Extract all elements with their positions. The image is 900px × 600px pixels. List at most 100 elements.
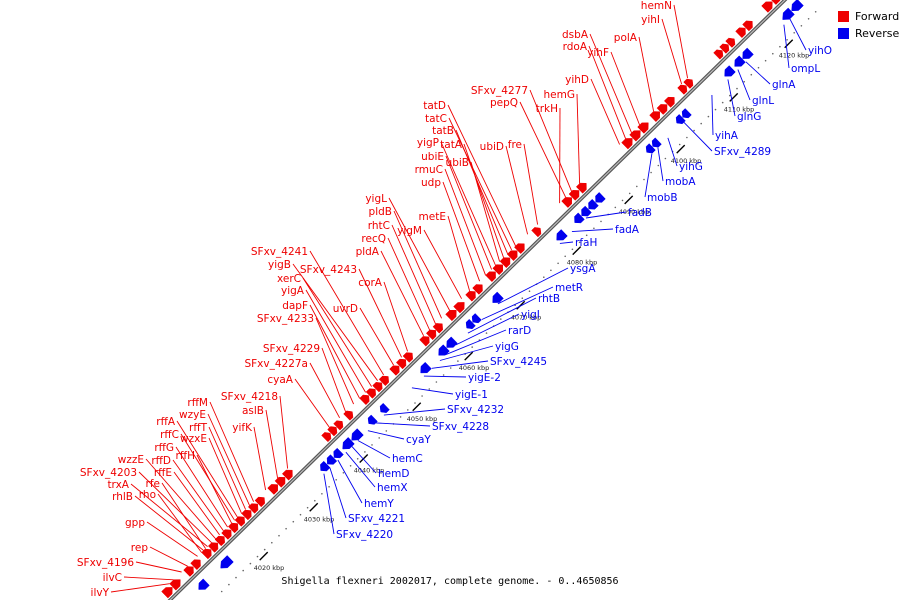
gene-cyay[interactable]: cyaY	[367, 430, 432, 446]
gene-label[interactable]: corA	[358, 277, 383, 289]
reverse-gene-arrow[interactable]	[351, 428, 364, 441]
gene-label[interactable]: glnA	[772, 79, 796, 91]
forward-gene-arrow[interactable]	[281, 469, 293, 481]
forward-gene-arrow[interactable]	[713, 49, 724, 60]
reverse-gene-arrow[interactable]	[420, 361, 432, 374]
gene-hemx[interactable]: hemX	[345, 451, 408, 494]
gene-dapf[interactable]: dapF	[282, 300, 360, 399]
gene-label[interactable]: pldB	[369, 206, 392, 218]
forward-gene-arrow[interactable]	[719, 43, 730, 54]
gene-yigp[interactable]: yigP	[417, 137, 497, 266]
forward-gene-arrow[interactable]	[389, 365, 400, 376]
gene-rhtb[interactable]: rhtB	[467, 293, 560, 334]
gene-yigi[interactable]: yigI	[455, 309, 540, 346]
gene-label[interactable]: glnG	[737, 111, 761, 123]
gene-label[interactable]: yihF	[587, 47, 609, 59]
gene-label[interactable]: tatA	[440, 139, 463, 151]
gene-fada[interactable]: fadA	[571, 224, 640, 236]
gene-sfxv-4220[interactable]: SFxv_4220	[323, 473, 393, 541]
forward-gene-arrow[interactable]	[514, 243, 525, 254]
forward-gene-arrow[interactable]	[742, 20, 753, 32]
gene-label[interactable]: yigI	[521, 309, 540, 321]
gene-label[interactable]: polA	[614, 32, 638, 44]
gene-label[interactable]: rffD	[151, 455, 171, 467]
gene-ysga[interactable]: ysgA	[497, 263, 596, 305]
gene-tatc[interactable]: tatC	[425, 113, 513, 251]
gene-rhtc[interactable]: rhtC	[368, 220, 437, 325]
gene-plda[interactable]: pldA	[356, 246, 425, 337]
gene-sfxv-4245[interactable]: SFxv_4245	[431, 356, 547, 369]
reverse-gene-arrow[interactable]	[724, 65, 736, 77]
gene-sfxv-4221[interactable]: SFxv_4221	[329, 467, 405, 525]
gene-hemy[interactable]: hemY	[337, 459, 394, 510]
gene-sfxv-4218[interactable]: SFxv_4218	[221, 391, 289, 469]
gene-label[interactable]: wzyE	[179, 409, 206, 421]
forward-gene-arrow[interactable]	[656, 104, 668, 115]
gene-label[interactable]: hemD	[378, 468, 409, 480]
gene-label[interactable]: rffH	[176, 450, 195, 462]
forward-gene-arrow[interactable]	[453, 302, 465, 314]
forward-gene-arrow[interactable]	[327, 426, 338, 437]
gene-yihi[interactable]: yihI	[641, 14, 683, 85]
gene-label[interactable]: glnL	[752, 95, 774, 107]
gene-fadb[interactable]: fadB	[585, 207, 652, 219]
gene-rffc[interactable]: rffC	[160, 429, 235, 521]
gene-label[interactable]: rfe	[146, 478, 160, 490]
reverse-gene-arrow[interactable]	[681, 108, 692, 119]
gene-label[interactable]: recQ	[361, 233, 386, 245]
gene-label[interactable]: rffM	[187, 397, 208, 409]
gene-label[interactable]: SFxv_4218	[221, 391, 278, 403]
gene-label[interactable]: yigP	[417, 137, 439, 149]
gene-metr[interactable]: metR	[481, 282, 583, 320]
forward-gene-arrow[interactable]	[770, 0, 781, 5]
gene-label[interactable]: cyaA	[267, 374, 293, 386]
gene-rmuc[interactable]: rmuC	[415, 164, 487, 276]
forward-gene-arrow[interactable]	[735, 27, 746, 39]
reverse-gene-arrow[interactable]	[492, 291, 504, 303]
gene-label[interactable]: fadB	[628, 207, 652, 219]
gene-label[interactable]: mobA	[665, 176, 696, 188]
gene-label[interactable]: fadA	[615, 224, 640, 236]
gene-yihf[interactable]: yihF	[587, 47, 641, 126]
reverse-gene-arrow[interactable]	[645, 143, 656, 154]
gene-label[interactable]: rdoA	[563, 41, 588, 53]
gene-yigm[interactable]: yigM	[397, 225, 462, 299]
gene-label[interactable]: SFxv_4277	[471, 85, 528, 97]
reverse-gene-arrow[interactable]	[791, 0, 804, 12]
forward-gene-arrow[interactable]	[531, 227, 542, 238]
gene-label[interactable]: ubiB	[446, 157, 469, 169]
gene-rhlb[interactable]: rhlB	[112, 491, 204, 551]
gene-dsba[interactable]: dsbA	[562, 29, 633, 133]
forward-gene-arrow[interactable]	[621, 138, 633, 150]
gene-label[interactable]: rffG	[154, 442, 174, 454]
gene-pepq[interactable]: pepQ	[490, 97, 567, 198]
gene-rdoa[interactable]: rdoA	[563, 41, 627, 139]
gene-sfxv-4277[interactable]: SFxv_4277	[471, 85, 573, 192]
gene-wzye[interactable]: wzyE	[179, 409, 251, 506]
forward-gene-arrow[interactable]	[663, 96, 675, 108]
gene-udp[interactable]: udp	[421, 177, 481, 282]
forward-gene-arrow[interactable]	[425, 329, 437, 341]
gene-label[interactable]: yigE-1	[455, 389, 488, 401]
gene-pldb[interactable]: pldB	[369, 206, 443, 319]
gene-label[interactable]: trxA	[107, 479, 129, 491]
gene-label[interactable]: SFxv_4245	[490, 356, 547, 368]
gene-rep[interactable]: rep	[131, 542, 188, 567]
reverse-gene-arrow[interactable]	[574, 212, 585, 224]
gene-label[interactable]: wzzE	[118, 454, 144, 466]
gene-label[interactable]: rep	[131, 542, 149, 554]
gene-label[interactable]: yigA	[281, 285, 305, 297]
gene-label[interactable]: SFxv_4227a	[244, 358, 308, 370]
forward-gene-arrow[interactable]	[568, 190, 580, 201]
gene-fre[interactable]: fre	[508, 139, 539, 225]
gene-label[interactable]: wzxE	[180, 433, 207, 445]
reverse-gene-arrow[interactable]	[471, 313, 482, 324]
gene-rard[interactable]: rarD	[445, 325, 531, 356]
gene-label[interactable]: ilvY	[91, 587, 110, 599]
gene-rffe[interactable]: rffE	[154, 467, 220, 536]
gene-yigb[interactable]: yigB	[268, 259, 378, 381]
gene-label[interactable]: dsbA	[562, 29, 589, 41]
gene-label[interactable]: yigL	[365, 193, 387, 205]
gene-yihg[interactable]: yihG	[667, 137, 703, 173]
gene-hemn[interactable]: hemN	[641, 0, 689, 79]
